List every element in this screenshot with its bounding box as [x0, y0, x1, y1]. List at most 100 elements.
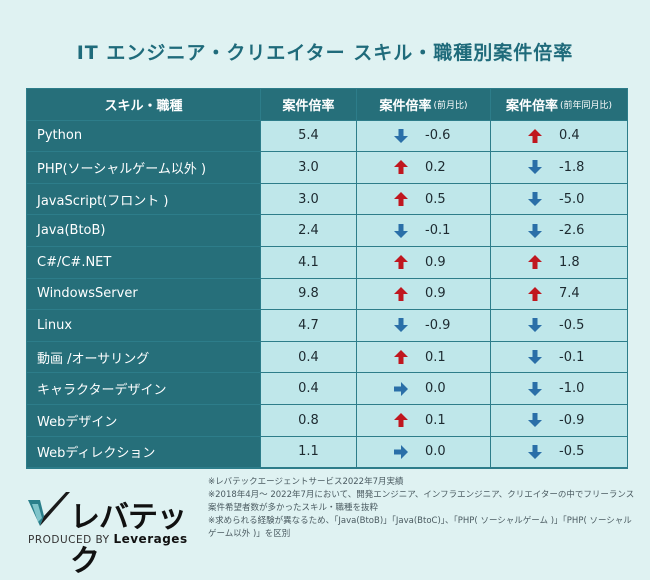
skill-label: Linux: [37, 317, 73, 333]
arrow-down-icon: [527, 412, 559, 428]
page-title: IT エンジニア・クリエイター スキル・職種別案件倍率: [76, 42, 574, 64]
arrow-down-icon: [527, 223, 559, 239]
table-header-row: スキル・職種 案件倍率 案件倍率 (前月比) 案件倍率 (前年同月比): [27, 89, 627, 121]
header-mom-label: 案件倍率: [379, 98, 432, 114]
yoy-value: -5.0: [559, 191, 585, 207]
skill-cell: 動画 /オーサリング: [27, 341, 261, 374]
mom-cell: 0.1: [357, 341, 491, 374]
ratio-value: 3.0: [298, 159, 319, 175]
logo-wordmark: レバテック: [70, 500, 187, 579]
mom-value: 0.9: [425, 286, 446, 302]
arrow-down-icon: [527, 159, 559, 175]
ratio-value: 0.8: [298, 412, 319, 428]
mom-value: -0.6: [425, 128, 451, 144]
arrow-up-icon: [393, 286, 425, 302]
mom-cell: 0.5: [357, 183, 491, 216]
yoy-cell: 1.8: [491, 246, 627, 279]
skill-cell: Linux: [27, 310, 261, 342]
arrow-down-icon: [527, 349, 559, 365]
mom-value: 0.5: [425, 191, 446, 207]
skill-label: PHP(ソーシャルゲーム以外 ): [37, 161, 207, 177]
ratio-value: 5.4: [298, 128, 319, 144]
arrow-up-icon: [393, 254, 425, 270]
skill-cell: JavaScript(フロント ): [27, 183, 261, 216]
ratio-value: 0.4: [298, 381, 319, 397]
mom-cell: -0.1: [357, 215, 491, 247]
ratio-cell: 4.7: [261, 310, 357, 342]
yoy-cell: -5.0: [491, 183, 627, 216]
arrow-up-icon: [393, 349, 425, 365]
logo-produced-by: PRODUCED BY Leverages: [28, 532, 188, 546]
arrow-right-icon: [393, 381, 425, 397]
table-row: Java(BtoB) 2.4 -0.1 -2.6: [27, 215, 627, 247]
arrow-down-icon: [393, 223, 425, 239]
arrow-up-icon: [393, 191, 425, 207]
ratio-value: 1.1: [298, 444, 319, 460]
skill-label: Webディレクション: [37, 446, 156, 462]
skill-cell: Python: [27, 120, 261, 153]
footnotes: ※レバテックエージェントサービス2022年7月実績 ※2018年4月～ 2022…: [208, 476, 638, 541]
ratio-value: 4.1: [298, 254, 319, 270]
brand-name: Leverages: [113, 532, 188, 546]
mom-value: 0.1: [425, 349, 446, 365]
ratio-cell: 2.4: [261, 215, 357, 247]
yoy-cell: -2.6: [491, 215, 627, 247]
mom-cell: 0.2: [357, 152, 491, 184]
mom-cell: 0.0: [357, 373, 491, 405]
mom-value: 0.2: [425, 159, 446, 175]
table-row: Python 5.4 -0.6 0.4: [27, 120, 627, 153]
ratio-value: 3.0: [298, 191, 319, 207]
mom-value: 0.0: [425, 444, 446, 460]
ratio-cell: 5.4: [261, 120, 357, 153]
yoy-value: -0.5: [559, 317, 585, 333]
arrow-up-icon: [527, 128, 559, 144]
ratio-cell: 3.0: [261, 183, 357, 216]
mom-value: 0.0: [425, 381, 446, 397]
skill-ratio-table: スキル・職種 案件倍率 案件倍率 (前月比) 案件倍率 (前年同月比) Python…: [26, 88, 628, 470]
yoy-cell: -0.5: [491, 436, 627, 469]
table-row: WindowsServer 9.8 0.9 7.4: [27, 278, 627, 311]
ratio-cell: 4.1: [261, 246, 357, 279]
yoy-value: -2.6: [559, 223, 585, 239]
mom-cell: 0.9: [357, 246, 491, 279]
skill-label: キャラクターデザイン: [37, 383, 167, 399]
header-skill: スキル・職種: [27, 89, 261, 121]
table-row: PHP(ソーシャルゲーム以外 ) 3.0 0.2 -1.8: [27, 152, 627, 184]
yoy-value: -1.0: [559, 381, 585, 397]
table-row: Webデザイン 0.8 0.1 -0.9: [27, 404, 627, 437]
arrow-up-icon: [527, 254, 559, 270]
table-row: JavaScript(フロント ) 3.0 0.5 -5.0: [27, 183, 627, 216]
yoy-value: 1.8: [559, 254, 580, 270]
arrow-down-icon: [393, 128, 425, 144]
skill-label: WindowsServer: [37, 286, 138, 302]
header-yoy-label: 案件倍率: [505, 98, 558, 114]
ratio-cell: 0.4: [261, 373, 357, 405]
levtech-logo: レバテック PRODUCED BY Leverages: [26, 490, 196, 579]
header-yoy: 案件倍率 (前年同月比): [491, 89, 627, 121]
footnote-2: ※2018年4月～ 2022年7月において、開発エンジニア、インフラエンジニア、…: [208, 490, 635, 513]
mom-value: -0.9: [425, 317, 451, 333]
skill-cell: WindowsServer: [27, 278, 261, 311]
yoy-cell: -0.9: [491, 404, 627, 437]
mom-cell: -0.9: [357, 310, 491, 342]
yoy-value: 7.4: [559, 286, 580, 302]
produced-by-text: PRODUCED BY: [28, 534, 110, 546]
skill-cell: Java(BtoB): [27, 215, 261, 247]
skill-label: C#/C#.NET: [37, 254, 112, 270]
arrow-up-icon: [393, 412, 425, 428]
table-body: Python 5.4 -0.6 0.4 PHP(ソーシャルゲーム以外 ) 3.0 0.2 -1…: [27, 120, 627, 469]
yoy-cell: -1.0: [491, 373, 627, 405]
skill-cell: PHP(ソーシャルゲーム以外 ): [27, 152, 261, 184]
mom-value: 0.9: [425, 254, 446, 270]
skill-label: 動画 /オーサリング: [37, 351, 150, 367]
arrow-down-icon: [527, 191, 559, 207]
footnote-1: ※レバテックエージェントサービス2022年7月実績: [208, 477, 404, 487]
skill-cell: Webデザイン: [27, 404, 261, 437]
yoy-value: -0.1: [559, 349, 585, 365]
arrow-down-icon: [527, 444, 559, 460]
mom-cell: -0.6: [357, 120, 491, 153]
ratio-cell: 9.8: [261, 278, 357, 311]
header-yoy-sub: (前年同月比): [559, 100, 613, 111]
mom-value: 0.1: [425, 412, 446, 428]
skill-label: JavaScript(フロント ): [37, 193, 169, 209]
